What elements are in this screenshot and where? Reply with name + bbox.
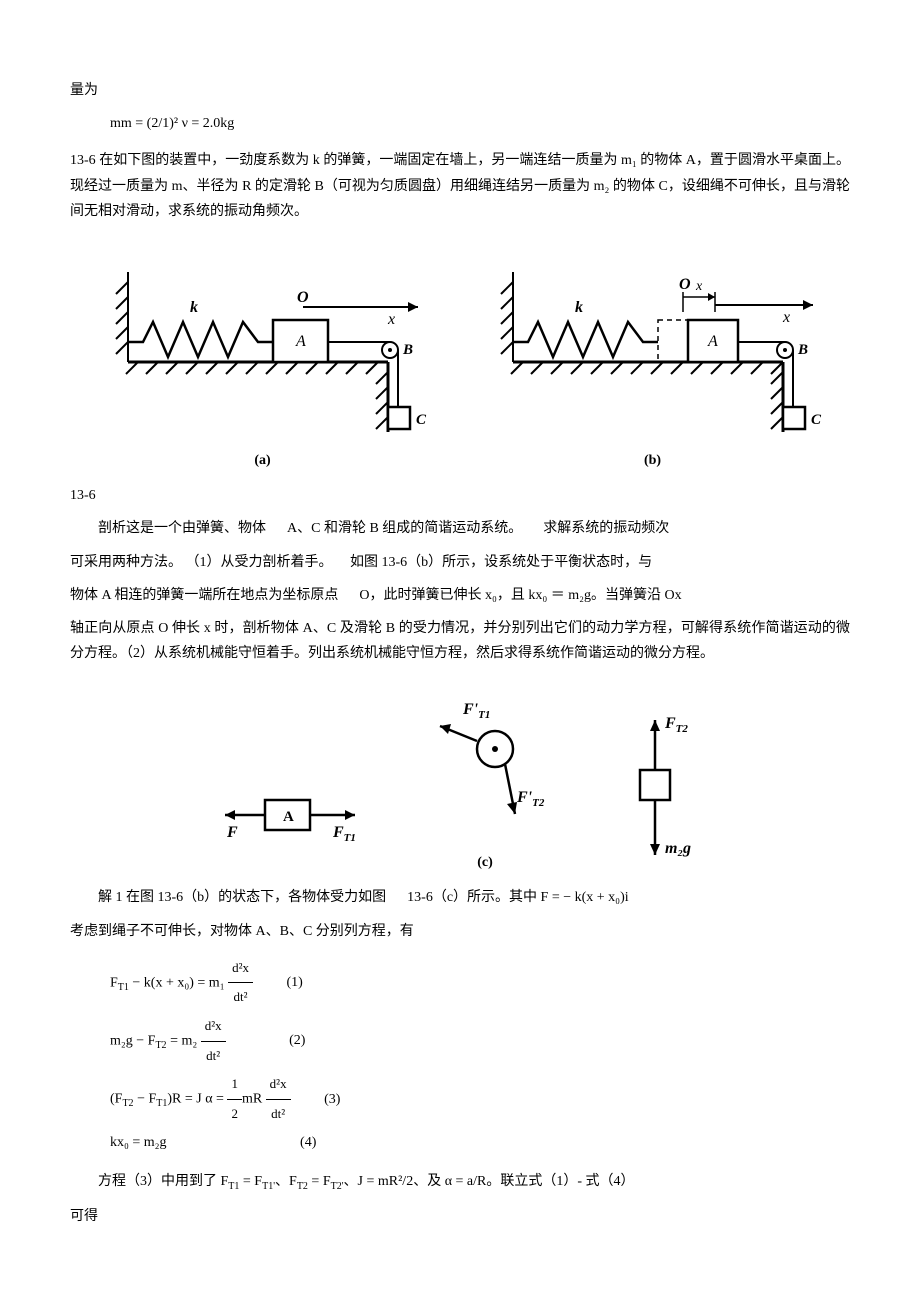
svg-text:x: x bbox=[387, 311, 395, 328]
analysis-p1: 剖析这是一个由弹簧、物体 A、C 和滑轮 B 组成的简谐运动系统。 求解系统的振… bbox=[70, 516, 850, 541]
figure-a-label: (a) bbox=[254, 448, 270, 473]
analysis-p1-pre: 剖析这是一个由弹簧、物体 bbox=[98, 521, 266, 536]
svg-text:FT2: FT2 bbox=[664, 715, 688, 735]
analysis-p1-post: 求解系统的振动频次 bbox=[543, 521, 669, 536]
svg-text:k: k bbox=[190, 299, 198, 316]
solution-line2: 考虑到绳子不可伸长，对物体 A、B、C 分别列方程，有 bbox=[70, 919, 850, 944]
svg-text:F'T2: F'T2 bbox=[516, 789, 545, 809]
analysis-p4: 轴正向从原点 O 伸长 x 时，剖析物体 A、C 及滑轮 B 的受力情况，并分别… bbox=[70, 616, 850, 666]
figure-a-svg: A O x k B C bbox=[98, 242, 428, 442]
tail-t2p: T2' bbox=[331, 1181, 344, 1192]
svg-text:C: C bbox=[416, 412, 427, 428]
solution-line1-mid: 13-6（c）所示。其中 F = − k(x + x₀)i bbox=[407, 890, 628, 905]
tail-t1: T1 bbox=[228, 1181, 239, 1192]
svg-text:x: x bbox=[782, 309, 790, 326]
figure-row-c: A F FT1 F'T1 F'T2 (c) FT2 m₂g bbox=[70, 684, 850, 875]
svg-text:x: x bbox=[695, 279, 703, 294]
tail-pre: 方程（3）中用到了 F bbox=[98, 1174, 228, 1189]
svg-text:F: F bbox=[226, 824, 238, 841]
solution-line1: 解 1 在图 13-6（b）的状态下，各物体受力如图 13-6（c）所示。其中 … bbox=[70, 885, 850, 910]
eq-1: FT1 − k(x + x₀) = m₁ d²xdt² (1) bbox=[110, 954, 850, 1012]
svg-text:A: A bbox=[295, 333, 306, 350]
solution-line1-pre: 解 1 在图 13-6（b）的状态下，各物体受力如图 bbox=[98, 890, 386, 905]
eq-3: (FT2 − FT1)R = J α = 12mR d²xdt² (3) bbox=[110, 1070, 850, 1128]
eq-2: m₂g − FT2 = m₂ d²xdt² (2) bbox=[110, 1012, 850, 1070]
analysis-heading: 13-6 bbox=[70, 483, 850, 508]
tail-t2: T2 bbox=[297, 1181, 308, 1192]
problem-text: 在如下图的装置中，一劲度系数为 k 的弹簧，一端固定在墙上，另一端连结一质量为 … bbox=[70, 153, 850, 218]
figure-c-label: (c) bbox=[477, 850, 493, 875]
svg-text:O: O bbox=[297, 289, 309, 306]
svg-text:A: A bbox=[283, 809, 294, 825]
prev-equation: mm = (2/1)² ν = 2.0kg bbox=[110, 111, 850, 136]
tail-t1p: T1' bbox=[262, 1181, 275, 1192]
svg-text:C: C bbox=[811, 412, 822, 428]
svg-text:A: A bbox=[707, 333, 718, 350]
figure-row-ab: A O x k B C (a) bbox=[70, 242, 850, 473]
analysis-p2b: 如图 13-6（b）所示，设系统处于平衡状态时，与 bbox=[350, 555, 652, 570]
figure-a-col: A O x k B C (a) bbox=[98, 242, 428, 473]
svg-text:k: k bbox=[575, 299, 583, 316]
problem-statement: 13-6 在如下图的装置中，一劲度系数为 k 的弹簧，一端固定在墙上，另一端连结… bbox=[70, 148, 850, 224]
figure-b-label: (b) bbox=[644, 448, 661, 473]
analysis-p3: 物体 A 相连的弹簧一端所在地点为坐标原点 O，此时弹簧已伸长 x₀，且 kx₀… bbox=[70, 583, 850, 608]
svg-text:O: O bbox=[679, 276, 691, 293]
figure-b-svg: A O x x k B C bbox=[483, 242, 823, 442]
prev-fragment: 量为 bbox=[70, 78, 850, 103]
svg-text:FT1: FT1 bbox=[332, 824, 356, 844]
svg-text:B: B bbox=[797, 342, 808, 358]
analysis-p2: 可采用两种方法。 （1）从受力剖析着手。 如图 13-6（b）所示，设系统处于平… bbox=[70, 550, 850, 575]
fbd-c-svg: FT2 m₂g bbox=[595, 705, 715, 875]
tail-mid1: = F bbox=[243, 1174, 262, 1189]
tail-mid4: 、J = mR²/2、及 α = a/R。联立式（1）- 式（4） bbox=[344, 1174, 635, 1189]
analysis-p1-mid: A、C 和滑轮 B 组成的简谐运动系统。 bbox=[287, 521, 522, 536]
tail-mid3: = F bbox=[308, 1174, 331, 1189]
fbd-b-svg: F'T1 F'T2 bbox=[415, 684, 555, 844]
svg-text:m₂g: m₂g bbox=[665, 840, 691, 857]
svg-text:B: B bbox=[402, 342, 413, 358]
solution-closing: 可得 bbox=[70, 1204, 850, 1229]
solution-tail: 方程（3）中用到了 FT1 = FT1'、FT2 = FT2'、J = mR²/… bbox=[70, 1169, 850, 1196]
problem-id: 13-6 bbox=[70, 153, 96, 168]
equations-block: FT1 − k(x + x₀) = m₁ d²xdt² (1) m₂g − FT… bbox=[110, 954, 850, 1159]
fbd-a-svg: A F FT1 bbox=[205, 755, 375, 875]
eq-4: kx₀ = m₂g (4) bbox=[110, 1128, 850, 1159]
tail-mid2: 、F bbox=[275, 1174, 297, 1189]
analysis-p3b: O，此时弹簧已伸长 x₀，且 kx₀ ＝ m₂g。当弹簧沿 Ox bbox=[359, 588, 681, 603]
svg-text:F'T1: F'T1 bbox=[462, 701, 490, 721]
analysis-p3a: 物体 A 相连的弹簧一端所在地点为坐标原点 bbox=[70, 588, 338, 603]
fbd-b-col: F'T1 F'T2 (c) bbox=[415, 684, 555, 875]
figure-b-col: A O x x k B C (b) bbox=[483, 242, 823, 473]
analysis-p2a: 可采用两种方法。 （1）从受力剖析着手。 bbox=[70, 555, 333, 570]
